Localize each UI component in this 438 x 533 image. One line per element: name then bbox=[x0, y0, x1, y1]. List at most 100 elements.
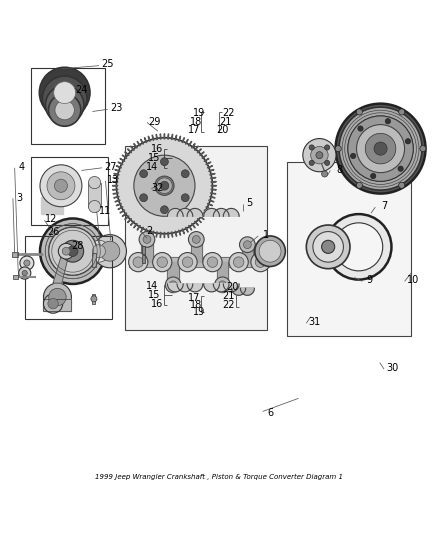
Circle shape bbox=[233, 257, 244, 268]
Polygon shape bbox=[152, 135, 154, 140]
Circle shape bbox=[207, 257, 218, 268]
Circle shape bbox=[398, 166, 403, 171]
Text: 20: 20 bbox=[216, 125, 229, 135]
Circle shape bbox=[309, 145, 314, 150]
Circle shape bbox=[143, 236, 151, 244]
Circle shape bbox=[335, 146, 341, 152]
Bar bbox=[13, 275, 18, 279]
Polygon shape bbox=[145, 229, 147, 234]
Polygon shape bbox=[200, 152, 204, 156]
Text: 2: 2 bbox=[146, 225, 152, 236]
Polygon shape bbox=[208, 166, 212, 168]
Circle shape bbox=[311, 147, 328, 164]
Polygon shape bbox=[204, 208, 219, 216]
Bar bbox=[12, 252, 18, 257]
Bar bbox=[92, 253, 96, 266]
Polygon shape bbox=[213, 208, 229, 216]
Circle shape bbox=[309, 160, 314, 166]
Polygon shape bbox=[152, 231, 154, 236]
Circle shape bbox=[55, 100, 74, 120]
Polygon shape bbox=[113, 177, 118, 179]
Bar bbox=[287, 161, 411, 336]
Text: 1999 Jeep Wrangler Crankshaft , Piston & Torque Converter Diagram 1: 1999 Jeep Wrangler Crankshaft , Piston &… bbox=[95, 473, 343, 480]
Circle shape bbox=[160, 158, 168, 166]
Circle shape bbox=[40, 219, 106, 284]
Polygon shape bbox=[134, 143, 137, 148]
Bar bbox=[142, 255, 145, 263]
Circle shape bbox=[160, 181, 169, 190]
Polygon shape bbox=[223, 284, 239, 292]
Circle shape bbox=[229, 253, 248, 272]
Circle shape bbox=[357, 125, 405, 173]
Polygon shape bbox=[131, 146, 134, 150]
Circle shape bbox=[192, 236, 200, 244]
Polygon shape bbox=[189, 225, 192, 230]
Circle shape bbox=[67, 246, 78, 256]
Polygon shape bbox=[202, 213, 207, 216]
Circle shape bbox=[181, 194, 189, 201]
Circle shape bbox=[358, 126, 363, 131]
Circle shape bbox=[321, 240, 335, 253]
Circle shape bbox=[326, 214, 392, 280]
Polygon shape bbox=[185, 227, 188, 232]
Polygon shape bbox=[210, 173, 215, 175]
Polygon shape bbox=[182, 138, 184, 143]
Text: 3: 3 bbox=[16, 192, 22, 203]
Circle shape bbox=[91, 296, 97, 302]
Circle shape bbox=[316, 152, 323, 159]
Text: 15: 15 bbox=[148, 290, 161, 300]
Polygon shape bbox=[113, 189, 118, 190]
Text: 18: 18 bbox=[190, 300, 202, 310]
Polygon shape bbox=[209, 200, 214, 202]
Bar bbox=[31, 68, 106, 144]
Text: 23: 23 bbox=[110, 103, 123, 114]
Polygon shape bbox=[175, 231, 177, 236]
Polygon shape bbox=[127, 149, 131, 153]
Polygon shape bbox=[117, 166, 121, 168]
Bar bbox=[92, 294, 95, 304]
Circle shape bbox=[100, 241, 120, 261]
Circle shape bbox=[93, 235, 127, 268]
Polygon shape bbox=[240, 288, 254, 295]
Circle shape bbox=[62, 240, 84, 262]
Text: 22: 22 bbox=[223, 108, 235, 118]
Circle shape bbox=[182, 257, 193, 268]
Circle shape bbox=[58, 244, 74, 259]
Polygon shape bbox=[204, 284, 219, 292]
Polygon shape bbox=[137, 225, 140, 230]
Polygon shape bbox=[211, 193, 216, 194]
Polygon shape bbox=[192, 143, 195, 148]
Polygon shape bbox=[117, 204, 121, 206]
Circle shape bbox=[336, 103, 426, 193]
Bar bbox=[142, 246, 145, 254]
Polygon shape bbox=[198, 219, 201, 223]
Circle shape bbox=[251, 253, 270, 272]
Polygon shape bbox=[204, 210, 209, 213]
Polygon shape bbox=[43, 299, 71, 311]
Polygon shape bbox=[167, 208, 183, 216]
Text: 6: 6 bbox=[268, 408, 274, 418]
Polygon shape bbox=[177, 284, 193, 292]
Polygon shape bbox=[145, 138, 147, 143]
Circle shape bbox=[140, 170, 148, 177]
Text: 18: 18 bbox=[190, 117, 202, 126]
Circle shape bbox=[188, 231, 204, 247]
Text: 13: 13 bbox=[107, 175, 120, 185]
Circle shape bbox=[365, 133, 396, 164]
Polygon shape bbox=[211, 189, 216, 190]
Polygon shape bbox=[53, 251, 70, 283]
Circle shape bbox=[20, 256, 34, 270]
Circle shape bbox=[215, 277, 230, 293]
Circle shape bbox=[22, 270, 27, 276]
Polygon shape bbox=[211, 177, 216, 179]
Polygon shape bbox=[211, 181, 216, 182]
Circle shape bbox=[88, 200, 101, 213]
Text: 14: 14 bbox=[146, 281, 158, 291]
Circle shape bbox=[140, 194, 148, 201]
Text: 32: 32 bbox=[152, 183, 164, 193]
Polygon shape bbox=[134, 223, 137, 228]
Circle shape bbox=[325, 160, 330, 166]
Polygon shape bbox=[156, 134, 157, 140]
Polygon shape bbox=[148, 230, 150, 235]
Circle shape bbox=[88, 240, 110, 262]
